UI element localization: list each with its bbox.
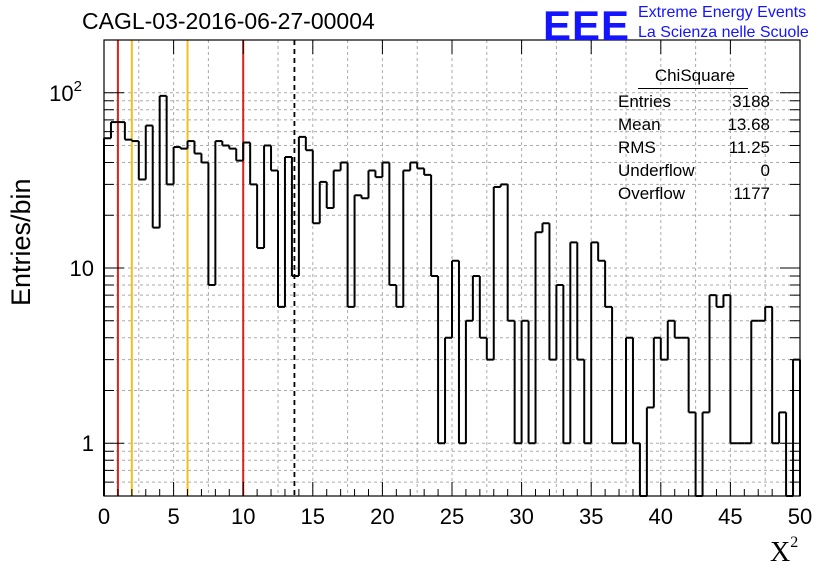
x-tick-label: 35 [579,504,603,529]
stat-key: RMS [618,138,656,157]
stats-title: ChiSquare [654,66,736,85]
y-tick-label-exponent: 2 [74,78,82,95]
stat-row-rms: RMS 11.25 [618,138,770,158]
x-tick-label: 15 [301,504,325,529]
stat-key: Entries [618,92,671,111]
x-tick-label: 5 [167,504,179,529]
stat-key: Mean [618,115,661,134]
run-title: CAGL-03-2016-06-27-00004 [82,8,375,34]
x-tick-label: 40 [649,504,673,529]
y-tick-label-base: 10 [49,81,73,106]
stat-row-overflow: Overflow 1177 [618,184,770,204]
org-name: Extreme Energy Events [638,4,807,21]
x-tick-label: 50 [788,504,812,529]
stat-key: Underflow [618,161,695,180]
stat-value: 11.25 [728,138,770,157]
stat-value: 1177 [733,184,770,203]
x-tick-label: 20 [370,504,394,529]
eee-logo: EEE [543,2,631,49]
x-tick-label: 10 [231,504,255,529]
stat-value: 3188 [732,92,770,111]
stat-key: Overflow [618,184,686,203]
stat-row-entries: Entries 3188 [618,92,770,112]
reference-lines [116,40,296,496]
histogram-series [103,94,801,497]
x-tick-label: 45 [718,504,742,529]
stat-value: 0 [760,161,770,180]
stat-row-underflow: Underflow 0 [618,161,770,181]
x-tick-label: 0 [98,504,110,529]
x-axis-label-base: X [770,537,791,568]
y-axis-label: Entries/bin [6,178,36,306]
stat-value: 13.68 [727,115,770,134]
x-axis-label-superscript: 2 [790,533,799,551]
stat-row-mean: Mean 13.68 [618,115,770,135]
stats-separator [638,88,748,89]
y-tick-label: 10 [70,256,94,281]
x-tick-label: 30 [509,504,533,529]
x-axis-label: X2 [770,533,799,569]
y-tick-label: 102 [49,78,82,106]
x-tick-label: 25 [440,504,464,529]
org-subtitle: La Scienza nelle Scuole [638,24,809,41]
y-tick-label: 1 [82,431,94,456]
